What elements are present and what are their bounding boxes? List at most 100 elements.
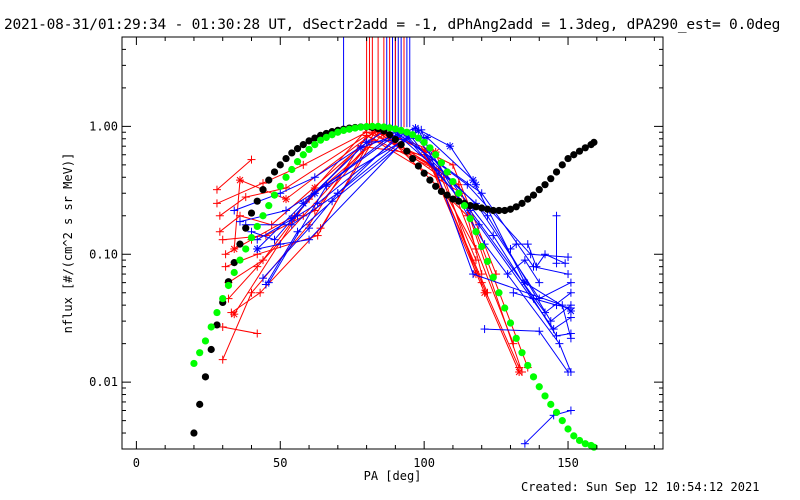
black-fit-dot [190,429,198,437]
green-fit-dot [305,145,313,154]
green-fit-dot [489,273,497,281]
black-fit-dot [432,182,440,190]
black-fit-dot [397,141,405,149]
black-fit-dot [236,240,244,248]
black-fit-dot [552,168,561,176]
green-fit-dot [512,334,520,342]
green-fit-dot [259,212,267,220]
green-fit-dot [414,134,422,142]
green-fit-dot [190,359,198,368]
black-fit-dot [506,205,515,213]
green-fit-dot [460,202,469,210]
green-fit-dot [357,123,365,131]
green-fit-dot [311,141,319,149]
green-fit-dot [501,304,509,312]
star-marker-d2 [311,184,319,192]
black-fit-dot [259,186,267,194]
green-fit-dot [334,128,342,136]
blue-series-line [510,243,566,268]
green-fit-dot [247,233,256,242]
black-fit-dot [443,191,451,199]
black-fit-dot [293,145,302,153]
black-fit-dot [265,176,273,184]
blue-series-line [268,129,572,339]
green-fit-dot [581,440,589,448]
green-fit-dot [374,122,382,130]
green-fit-dot [552,408,561,416]
green-fit-dot [443,168,451,176]
black-fit-dot [196,400,204,408]
black-fit-dot [529,191,538,199]
black-fit-dot [489,206,497,215]
black-fit-dot [564,154,572,163]
black-fit-dot [253,197,261,205]
black-fit-dot [547,175,555,183]
green-fit-dot [558,417,566,425]
green-fit-dot [466,215,474,223]
black-fit-dot [483,205,492,213]
black-fit-dot [570,151,578,159]
star-marker-d2 [446,142,454,150]
black-fit-dot [535,186,543,194]
star-marker-d2 [521,279,529,286]
fit-curve-group [190,122,598,451]
green-fit-dot [432,151,440,159]
green-fit-dot [328,131,336,139]
black-fit-dot [478,204,486,212]
green-fit-dot [322,133,330,142]
star-marker-d2 [230,245,238,253]
green-fit-dot [339,126,348,135]
star-marker-d2 [469,176,477,184]
green-fit-dot [270,191,279,199]
green-fit-dot [368,122,376,130]
black-fit-dot [305,137,313,145]
green-fit-dot [288,165,296,174]
green-fit-dot [207,323,215,331]
green-fit-dot [230,268,238,277]
red-series-line [233,125,477,315]
green-fit-dot [293,158,302,166]
green-fit-dot [351,124,359,132]
black-fit-dot [201,373,210,381]
black-fit-dot [288,149,296,157]
star-marker-d2 [299,200,307,207]
black-fit-dot [386,131,394,139]
black-fit-dot [501,206,509,215]
x-tick-label: 100 [413,456,435,470]
green-fit-dot [529,373,538,381]
black-fit-dot [466,202,474,210]
black-fit-dot [276,161,284,169]
black-fit-dot [420,169,428,177]
created-timestamp: Created: Sun Sep 12 10:54:12 2021 [521,480,760,494]
y-axis-label-text-tail: s sr MeV)] [61,153,75,232]
y-tick-label: 1.00 [89,119,118,133]
x-axis-label: PA [deg] [364,469,422,483]
black-fit-dot [409,154,417,163]
black-fit-dot [558,161,566,169]
star-marker-d2 [515,368,523,376]
green-fit-dot [541,392,549,400]
green-fit-dot [242,245,250,253]
black-fit-dot [230,259,238,267]
series-group [212,122,575,448]
red-series-line [219,134,477,261]
green-fit-dot [478,242,486,251]
red-series-line [222,326,258,334]
black-fit-dot [414,162,422,170]
green-fit-dot [403,128,411,136]
black-fit-dot [242,224,250,232]
y-tick-label: 0.01 [89,375,118,389]
axes-group: 0 50 100 150 0.01 0.10 1.00 [89,36,663,470]
star-marker-d2 [253,245,261,253]
star-marker-d2 [567,307,575,315]
black-fit-dot [541,181,549,189]
y-axis-label-text: nflux [#/(cm^2 [61,232,75,333]
black-fit-dot [449,195,457,203]
star-marker-d2 [282,195,290,203]
black-fit-dot [581,144,589,152]
vertical-line-group [343,37,411,128]
green-fit-dot [236,256,244,264]
star-marker-d2 [363,139,370,146]
green-fit-dot [316,136,325,144]
